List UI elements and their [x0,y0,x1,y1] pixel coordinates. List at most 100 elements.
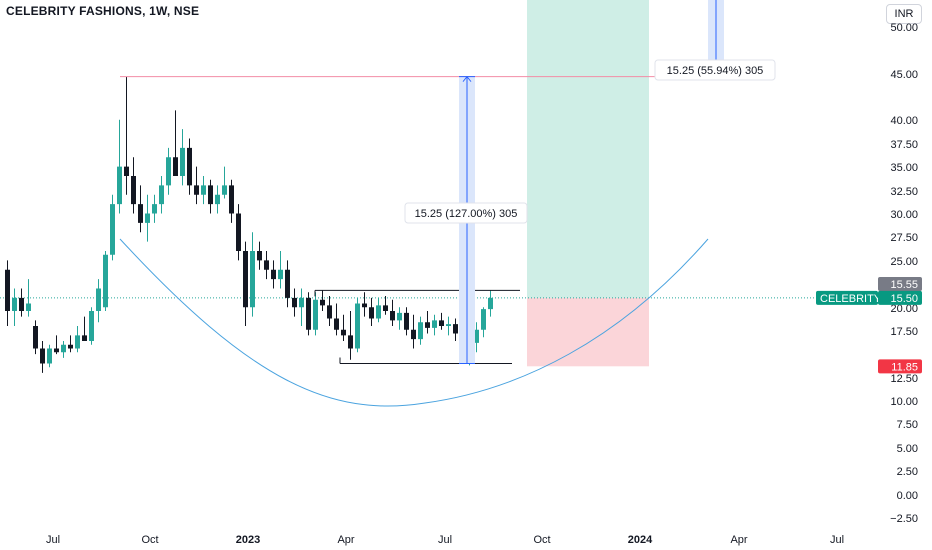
y-tick-label: 17.50 [890,326,918,338]
candle-body [110,204,115,255]
candle-body [131,176,136,205]
candle [488,290,493,317]
candle-body [222,185,227,195]
candle [250,232,255,317]
price-tag-box [878,359,922,374]
candle-body [292,297,297,308]
y-tick-label: −2.50 [890,513,918,525]
candle-body [159,185,164,205]
measure-label: 15.25 (55.94%) 305 [667,65,764,77]
measure-label: 15.25 (127.00%) 305 [415,208,518,220]
candle [75,326,80,353]
candle [292,288,297,317]
y-tick-label: 40.00 [890,115,918,127]
candle-body [474,329,479,343]
candle [194,166,199,205]
candle-body [432,320,437,328]
candle-body [173,157,178,176]
candle-body [194,185,199,195]
candle-body [418,322,423,340]
candle-body [299,297,304,308]
candle-body [166,157,171,186]
candle-body [250,251,255,308]
measure-label-box [404,202,528,224]
candle [362,292,367,317]
candle [47,344,52,368]
candle [236,204,241,261]
x-tick-label: Jul [438,534,452,546]
candle-body [355,303,360,349]
candle-body [229,185,234,214]
x-tick-label: Oct [141,534,158,546]
x-tick-label: Apr [730,534,747,546]
candle [26,279,31,317]
candle [215,185,220,214]
candle [243,241,248,326]
candle [376,297,381,323]
y-tick-label: 32.50 [890,186,918,198]
candle [299,288,304,326]
candle-body [481,309,486,330]
candle-body [26,303,31,311]
price-tag-label: CELEBRITY [820,293,882,305]
candle [257,241,262,270]
candle-body [40,348,45,364]
y-tick-label: 27.50 [890,232,918,244]
y-tick-label: 10.00 [890,396,918,408]
candle-body [271,269,276,280]
candle [61,341,66,358]
candle [159,176,164,214]
candle [54,335,59,355]
candle-body [75,335,80,349]
candle [481,307,486,338]
candle [145,194,150,242]
candle-body [54,348,59,353]
y-tick-label: 0.00 [897,490,918,502]
candle [19,288,24,317]
x-tick-label: Oct [533,534,550,546]
candle [320,290,325,311]
candle-body [145,213,150,223]
cup-curve [119,238,709,407]
price-tag-label: 15.50 [890,293,918,305]
price-range-measure: 15.25 (55.94%) 305 [654,0,776,81]
candle [474,322,479,353]
price-tag-label: 11.85 [891,361,918,373]
candle-body [327,305,332,319]
candle-body [243,251,248,308]
candle [425,311,430,334]
candle [180,129,185,186]
price-tag-box [816,290,878,305]
y-tick-label: 30.00 [890,209,918,221]
y-tick-label: 45.00 [890,69,918,81]
currency-button[interactable]: INR [886,4,922,24]
candle [341,314,346,341]
candle [152,194,157,223]
candle [103,251,108,311]
candle [187,138,192,195]
candle [453,318,458,341]
candle [82,316,87,341]
chart-title: CELEBRITY FASHIONS, 1W, NSE [6,4,200,18]
y-tick-label: 5.00 [897,443,918,455]
candle [390,299,395,326]
candle [138,185,143,233]
candle [334,303,339,336]
candle-body [285,269,290,298]
y-tick-label: 12.50 [890,373,918,385]
candle [404,307,409,336]
candle-body [82,335,87,341]
candle-body [117,166,122,205]
candle-body [61,344,66,353]
candle-body [12,297,17,311]
candle [446,316,451,336]
y-tick-label: 25.00 [890,256,918,268]
price-tag-label: 15.55 [890,279,918,291]
y-tick-label: 35.00 [890,162,918,174]
candle-body [390,311,395,321]
candle-body [313,299,318,330]
candle-body [348,335,353,349]
stop-zone [527,297,649,367]
candle-body [124,166,129,176]
